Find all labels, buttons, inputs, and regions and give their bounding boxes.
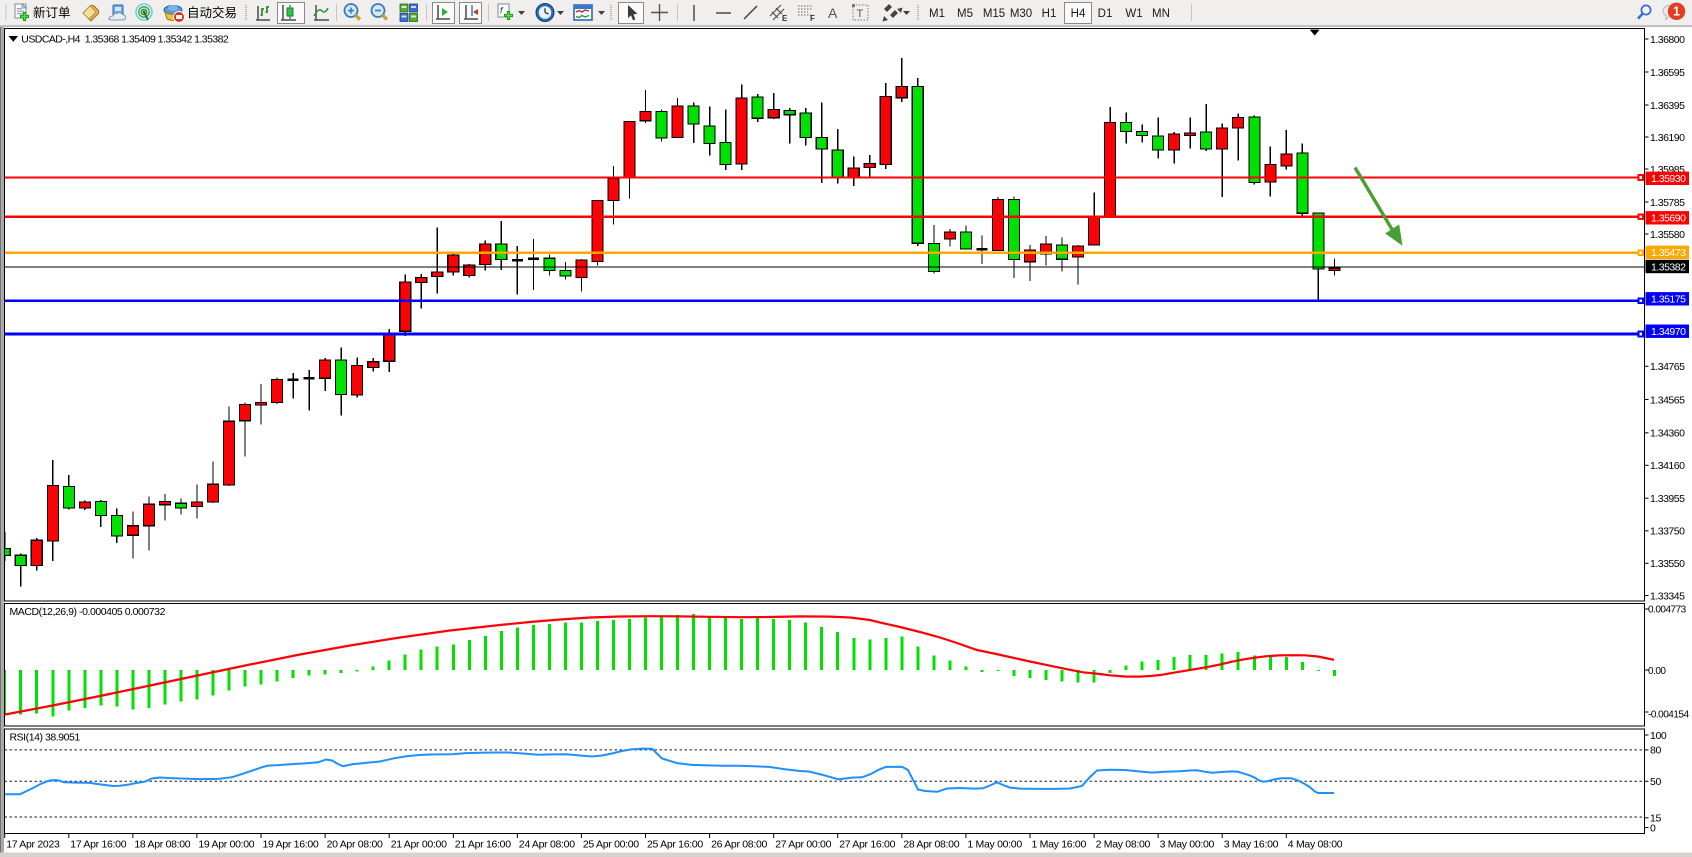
svg-text:1.34360: 1.34360	[1650, 428, 1685, 440]
svg-text:1: 1	[1673, 5, 1680, 19]
svg-text:1.33345: 1.33345	[1650, 590, 1685, 602]
svg-text:MN: MN	[1152, 8, 1170, 20]
svg-text:1.34970: 1.34970	[1651, 326, 1686, 338]
svg-text:D1: D1	[1098, 8, 1113, 20]
svg-text:1.33750: 1.33750	[1650, 526, 1685, 538]
svg-text:27 Apr 16:00: 27 Apr 16:00	[839, 839, 895, 851]
svg-text:1.35690: 1.35690	[1651, 213, 1686, 225]
svg-text:F: F	[810, 14, 815, 23]
svg-text:17 Apr 16:00: 17 Apr 16:00	[70, 839, 126, 851]
svg-text:W1: W1	[1125, 8, 1142, 20]
svg-text:1.33550: 1.33550	[1650, 558, 1685, 570]
svg-text:19 Apr 16:00: 19 Apr 16:00	[263, 839, 319, 851]
svg-text:-0.004154: -0.004154	[1648, 709, 1689, 720]
svg-text:1.34765: 1.34765	[1650, 361, 1685, 373]
svg-text:50: 50	[1650, 776, 1661, 788]
svg-text:MACD(12,26,9) -0.000405 0.0007: MACD(12,26,9) -0.000405 0.000732	[10, 606, 166, 618]
svg-text:H4: H4	[1071, 8, 1086, 20]
svg-text:25 Apr 00:00: 25 Apr 00:00	[583, 839, 639, 851]
svg-text:新订单: 新订单	[33, 5, 71, 20]
svg-text:20 Apr 08:00: 20 Apr 08:00	[327, 839, 383, 851]
svg-text:1.33955: 1.33955	[1650, 493, 1685, 505]
svg-text:M1: M1	[929, 8, 945, 20]
svg-text:17 Apr 2023: 17 Apr 2023	[6, 839, 60, 851]
svg-text:A: A	[828, 5, 838, 21]
svg-text:T: T	[857, 8, 864, 20]
svg-text:M15: M15	[983, 8, 1005, 20]
svg-text:1.36595: 1.36595	[1650, 67, 1685, 79]
svg-text:27 Apr 00:00: 27 Apr 00:00	[775, 839, 831, 851]
svg-text:1.36190: 1.36190	[1650, 132, 1685, 144]
svg-text:25 Apr 16:00: 25 Apr 16:00	[647, 839, 703, 851]
svg-text:3 May 16:00: 3 May 16:00	[1224, 839, 1279, 851]
svg-text:0: 0	[1650, 822, 1656, 834]
svg-text:M5: M5	[957, 8, 973, 20]
svg-text:3 May 00:00: 3 May 00:00	[1160, 839, 1215, 851]
svg-text:0.00: 0.00	[1648, 666, 1666, 677]
svg-text:自动交易: 自动交易	[187, 5, 237, 20]
svg-text:0.004773: 0.004773	[1648, 605, 1687, 616]
svg-text:21 Apr 16:00: 21 Apr 16:00	[455, 839, 511, 851]
svg-text:H1: H1	[1042, 8, 1057, 20]
svg-text:19 Apr 00:00: 19 Apr 00:00	[198, 839, 254, 851]
svg-text:1.35473: 1.35473	[1651, 247, 1686, 259]
svg-text:M30: M30	[1010, 8, 1032, 20]
svg-text:1.36395: 1.36395	[1650, 100, 1685, 112]
svg-text:28 Apr 08:00: 28 Apr 08:00	[903, 839, 959, 851]
svg-text:2 May 08:00: 2 May 08:00	[1096, 839, 1151, 851]
svg-text:E: E	[782, 14, 788, 23]
svg-text:24 Apr 08:00: 24 Apr 08:00	[519, 839, 575, 851]
svg-text:1.34565: 1.34565	[1650, 394, 1685, 406]
svg-text:18 Apr 08:00: 18 Apr 08:00	[134, 839, 190, 851]
svg-text:26 Apr 08:00: 26 Apr 08:00	[711, 839, 767, 851]
svg-text:f: f	[500, 6, 504, 16]
svg-text:100: 100	[1650, 730, 1667, 742]
svg-text:4 May 08:00: 4 May 08:00	[1288, 839, 1343, 851]
svg-text:1.36800: 1.36800	[1650, 34, 1685, 46]
svg-text:1 May 00:00: 1 May 00:00	[967, 839, 1022, 851]
svg-text:15: 15	[1650, 813, 1661, 825]
svg-text:1.35175: 1.35175	[1651, 294, 1686, 306]
svg-text:21 Apr 00:00: 21 Apr 00:00	[391, 839, 447, 851]
svg-text:USDCAD-,H4 1.35368 1.35409 1.: USDCAD-,H4 1.35368 1.35409 1.35342 1.353…	[21, 34, 229, 46]
svg-text:1 May 16:00: 1 May 16:00	[1032, 839, 1087, 851]
svg-text:1.35930: 1.35930	[1651, 173, 1686, 185]
svg-text:1.34160: 1.34160	[1650, 460, 1685, 472]
svg-text:1.35785: 1.35785	[1650, 197, 1685, 209]
svg-text:1.35382: 1.35382	[1651, 261, 1686, 273]
svg-text:80: 80	[1650, 745, 1661, 757]
svg-text:RSI(14) 38.9051: RSI(14) 38.9051	[10, 732, 81, 744]
svg-text:1.35580: 1.35580	[1650, 229, 1685, 241]
